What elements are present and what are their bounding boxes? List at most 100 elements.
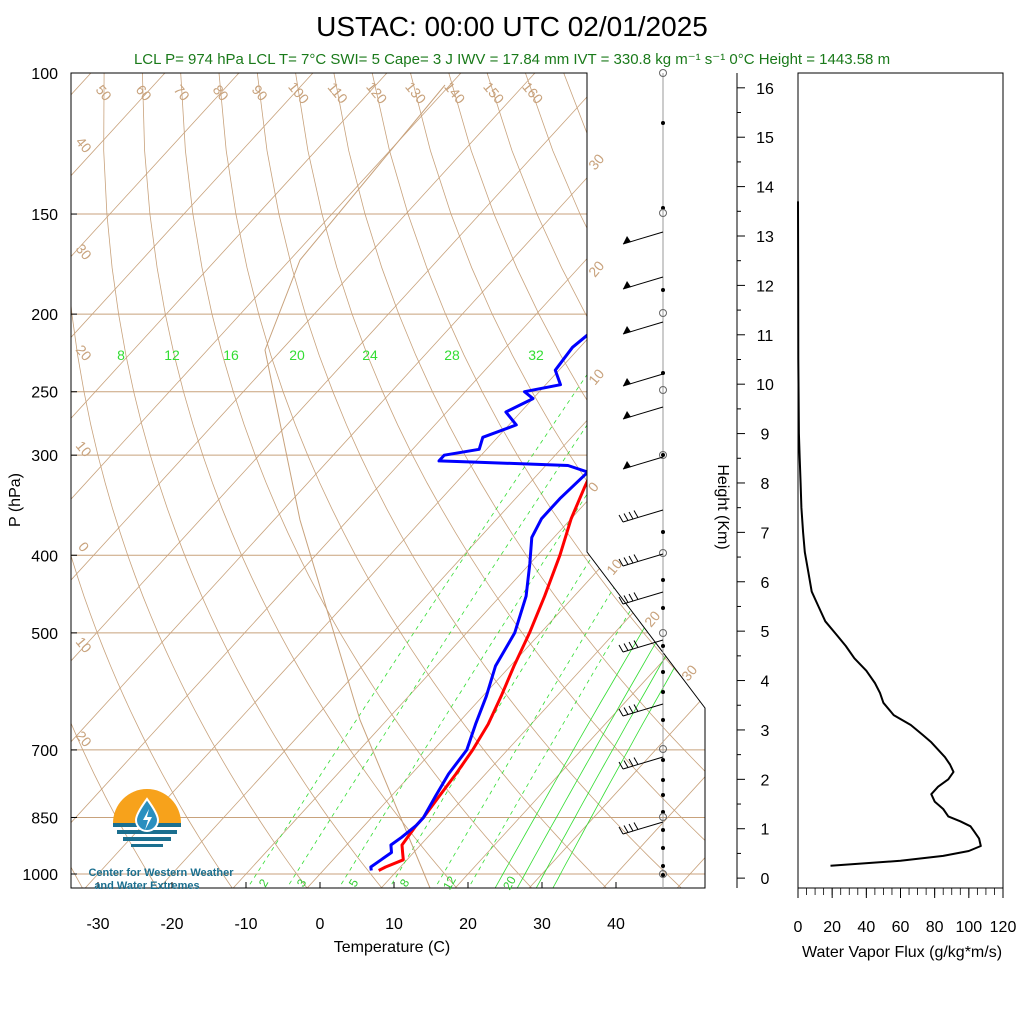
wind-barb-staff: [622, 703, 664, 717]
pressure-tick-label: 200: [31, 307, 58, 324]
wind-barb-staff: [622, 756, 664, 770]
isotherm-label-right: 20: [585, 258, 607, 280]
temperature-tick-label: -20: [160, 916, 183, 933]
mixing-ratio-line: [550, 362, 705, 888]
dry-adiabat-line: [755, 73, 1024, 891]
logo-text-line1: Center for Western Weather: [88, 867, 234, 879]
logo-text-line2: and Water Extremes: [94, 880, 199, 892]
isotherm-line: [230, 73, 705, 888]
pressure-tick-label: 850: [31, 810, 58, 827]
wind-barb-flag: [623, 281, 631, 289]
wind-level-dot: [661, 530, 665, 534]
wind-barb: [618, 821, 664, 835]
wind-barb: [618, 591, 664, 605]
wind-barb-flag: [623, 411, 631, 419]
isotherm-label-left: 10: [73, 438, 95, 460]
wind-barb-feather: [623, 760, 629, 768]
wind-barb-feather: [623, 643, 629, 651]
height-tick-label: 13: [756, 229, 774, 246]
height-tick-label: 16: [756, 81, 774, 98]
skew-t-panel: 50 60 70 80 90 100 110 120 130 140 150 160403020100…: [7, 66, 1024, 956]
wind-level-dot: [661, 121, 665, 125]
isotherm-label-right: 30: [678, 662, 700, 684]
isotherm-label-top: 100: [285, 79, 312, 107]
wind-level-dot: [661, 758, 665, 762]
height-tick-label: 3: [761, 723, 770, 740]
wind-barb-staff: [622, 821, 664, 835]
wind-barb-flag: [623, 461, 631, 469]
wind-level-circle: [659, 549, 667, 557]
temperature-tick-label: 20: [459, 916, 477, 933]
mixing-ratio-line: [284, 362, 630, 888]
wind-barb-feather: [633, 592, 639, 600]
dry-adiabat-line: [794, 73, 1024, 891]
isotherm-line: [71, 73, 536, 888]
wind-level-dot: [661, 718, 665, 722]
height-tick-label: 11: [757, 328, 774, 345]
dry-adiabat-line: [410, 73, 705, 888]
flux-tick-label: 80: [926, 919, 944, 936]
pressure-tick-label: 1000: [22, 867, 58, 884]
wind-barb: [622, 456, 664, 470]
flux-tick-label: 20: [823, 919, 841, 936]
wind-level-circle: [659, 745, 667, 753]
isotherm-label-right: 30: [585, 151, 607, 173]
mixing-ratio-label-bottom: 8: [397, 876, 413, 889]
isotherm-label-right: 20: [641, 608, 663, 630]
isotherm-line: [71, 73, 684, 888]
mixing-ratio-line: [336, 362, 674, 888]
flux-axis-label: Water Vapor Flux (g/kg*m/s): [802, 944, 1002, 961]
mixing-ratio-label-bottom: 5: [346, 876, 362, 889]
wind-level-dot: [661, 644, 665, 648]
wind-barb-feather: [618, 708, 624, 717]
dry-adiabat-line: [218, 73, 610, 888]
wind-barb-flag: [623, 326, 631, 334]
wind-barb-feather: [628, 823, 634, 832]
wind-barb-feather: [628, 511, 634, 520]
dry-adiabat-line: [71, 73, 310, 888]
wind-barb-staff: [622, 553, 664, 567]
wind-barb-feather: [623, 825, 629, 833]
mixing-ratio-label-top: 20: [289, 347, 305, 363]
isotherm-line: [526, 73, 705, 888]
pressure-tick-label: 100: [31, 66, 58, 83]
isotherm-label-left: 30: [73, 241, 95, 263]
mixing-ratio-line: [515, 362, 705, 888]
pressure-axis-label: P (hPa): [7, 473, 24, 527]
skew-t-frame: [70, 72, 706, 889]
wind-level-dot: [661, 606, 665, 610]
height-tick-label: 4: [761, 674, 770, 691]
temperature-tick-label: -10: [234, 916, 257, 933]
flux-series: [797, 201, 982, 867]
wind-level-dot: [661, 873, 665, 877]
wind-barb-feather: [633, 757, 639, 765]
dry-adiabat-line: [71, 73, 160, 888]
wind-barb-feather: [628, 758, 634, 767]
isotherm-label-left: 20: [73, 728, 95, 750]
skew-t-background-lines: [71, 73, 1024, 891]
wind-barb: [618, 553, 664, 567]
temperature-profile-line: [378, 212, 705, 872]
isotherm-label-top: 50: [93, 82, 115, 104]
wind-level-circle: [659, 451, 667, 459]
wind-level-circle: [659, 69, 667, 77]
wind-level-dot: [661, 670, 665, 674]
height-tick-label: 6: [761, 575, 770, 592]
wind-barb-feather: [623, 513, 629, 521]
isotherm-line: [304, 73, 705, 888]
temperature-tick-label: 10: [385, 916, 403, 933]
wind-barb-feather: [633, 510, 639, 518]
wind-level-circle: [659, 209, 667, 217]
pressure-tick-label: 250: [31, 385, 58, 402]
flux-tick-label: 40: [857, 919, 875, 936]
flux-tick-label: 120: [990, 919, 1017, 936]
wind-barb-feather: [633, 704, 639, 712]
temperature-tick-label: 0: [316, 916, 325, 933]
isotherm-label-left: 10: [73, 634, 95, 656]
wind-barb: [622, 321, 664, 335]
wind-barb-feather: [618, 761, 624, 770]
dry-adiabat-line: [525, 73, 705, 888]
wind-level-dot: [661, 578, 665, 582]
mixing-ratio-label-bottom: 3: [294, 876, 310, 889]
